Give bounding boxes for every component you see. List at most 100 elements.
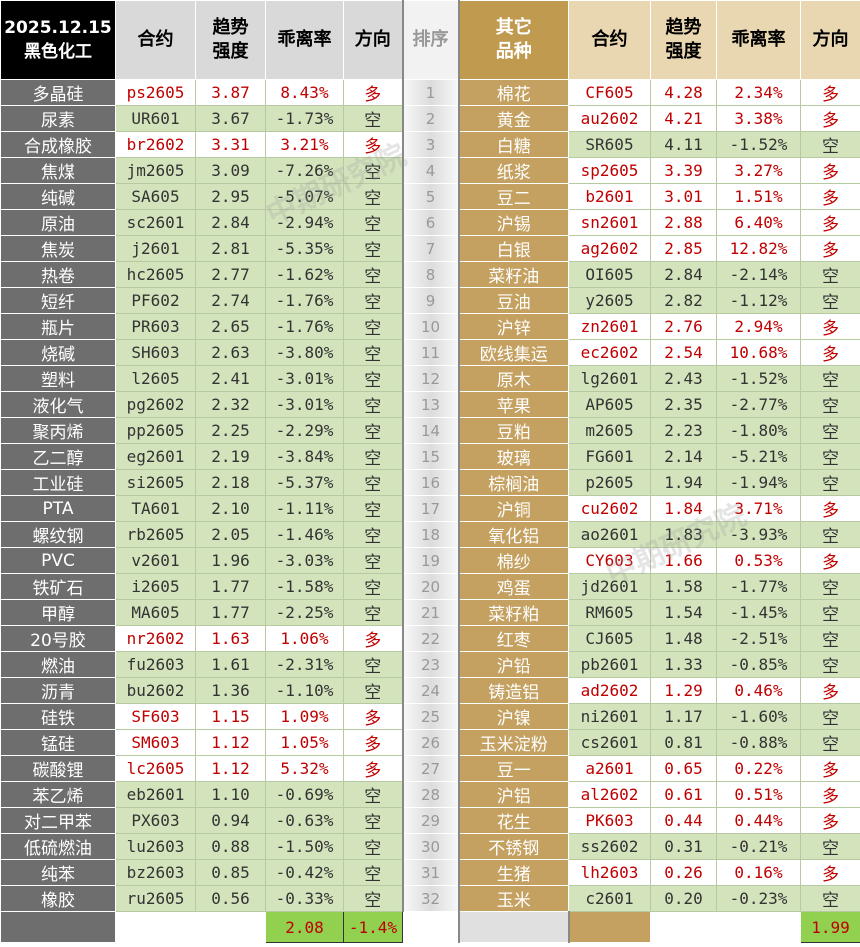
cell: -1.80%	[716, 417, 801, 444]
rank-cell: 7	[401, 235, 460, 262]
row: 锰硅 SM603 1.12 1.05% 多 26 玉米淀粉 cs2601 0.81 -0.88% 空	[0, 729, 860, 756]
cell: ss2602	[568, 833, 651, 860]
cell: 2.14	[650, 443, 717, 470]
name-cell: 聚丙烯	[0, 417, 116, 444]
cell: 1.12	[195, 729, 266, 756]
row: 低硫燃油 lu2603 0.88 -1.50% 空 30 不锈钢 ss2602 0.31 -0.2…	[0, 833, 860, 860]
cell: -1.50%	[265, 833, 344, 860]
footer-cell	[0, 911, 116, 943]
cell: -1.94%	[716, 469, 801, 496]
cell: -0.21%	[716, 833, 801, 860]
row: 塑料 l2605 2.41 -3.01% 空 12 原木 lg2601 2.43 -1.52% 空	[0, 365, 860, 392]
cell: PF602	[115, 287, 196, 314]
rank-cell: 27	[401, 755, 460, 782]
cell: 3.27%	[716, 157, 801, 184]
cell: 3.31	[195, 131, 266, 158]
footer-cell	[195, 911, 266, 943]
cell: UR601	[115, 105, 196, 132]
cell: 1.51%	[716, 183, 801, 210]
cell: 空	[800, 703, 860, 730]
name-cell: 多晶硅	[0, 79, 116, 106]
name-cell: 原木	[458, 365, 569, 392]
rank-cell: 18	[401, 521, 460, 548]
group-title: 2025.12.15 黑色化工	[0, 0, 116, 80]
cell: 空	[343, 287, 403, 314]
cell: 0.31	[650, 833, 717, 860]
header-cell: 趋势 强度	[650, 0, 717, 80]
name-cell: 纸浆	[458, 157, 569, 184]
cell: CF605	[568, 79, 651, 106]
rank-cell: 15	[401, 443, 460, 470]
cell: 2.34%	[716, 79, 801, 106]
name-cell: 豆二	[458, 183, 569, 210]
cell: 1.77	[195, 599, 266, 626]
cell: -2.31%	[265, 651, 344, 678]
name-cell: 菜籽油	[458, 261, 569, 288]
cell: c2601	[568, 885, 651, 912]
cell: 3.01	[650, 183, 717, 210]
row: PTA TA601 2.10 -1.11% 空 17 沪铜 cu2602 1.84 3.71% 多	[0, 495, 860, 522]
rank-cell: 20	[401, 573, 460, 600]
cell: 多	[343, 703, 403, 730]
name-cell: 沪锡	[458, 209, 569, 236]
name-cell: 热卷	[0, 261, 116, 288]
cell: eg2601	[115, 443, 196, 470]
name-cell: 甲醇	[0, 599, 116, 626]
row: 短纤 PF602 2.74 -1.76% 空 9 豆油 y2605 2.82 -1.12% 空	[0, 287, 860, 314]
cell: 空	[800, 885, 860, 912]
row: 碳酸锂 lc2605 1.12 5.32% 多 27 豆一 a2601 0.65 0.22% 多	[0, 755, 860, 782]
name-cell: 烧碱	[0, 339, 116, 366]
row: 聚丙烯 pp2605 2.25 -2.29% 空 14 豆粕 m2605 2.23 -1.80% 空	[0, 417, 860, 444]
cell: l2605	[115, 365, 196, 392]
name-cell: 纯碱	[0, 183, 116, 210]
cell: 空	[800, 391, 860, 418]
cell: SH603	[115, 339, 196, 366]
cell: 0.61	[650, 781, 717, 808]
rank-cell: 21	[401, 599, 460, 626]
cell: 3.09	[195, 157, 266, 184]
name-cell: 生猪	[458, 859, 569, 886]
cell: 空	[800, 833, 860, 860]
name-cell: 红枣	[458, 625, 569, 652]
row: 2.08-1.4%1.990.6%	[0, 911, 860, 943]
name-cell: 铁矿石	[0, 573, 116, 600]
name-cell: 沪铅	[458, 651, 569, 678]
cell: -3.93%	[716, 521, 801, 548]
cell: cu2602	[568, 495, 651, 522]
cell: 0.44%	[716, 807, 801, 834]
name-cell: 鸡蛋	[458, 573, 569, 600]
cell: 10.68%	[716, 339, 801, 366]
cell: 6.40%	[716, 209, 801, 236]
cell: PX603	[115, 807, 196, 834]
cell: 0.44	[650, 807, 717, 834]
cell: -0.33%	[265, 885, 344, 912]
cell: sc2601	[115, 209, 196, 236]
cell: PR603	[115, 313, 196, 340]
cell: 空	[343, 469, 403, 496]
rank-cell: 4	[401, 157, 460, 184]
name-cell: 豆油	[458, 287, 569, 314]
name-cell: 沪铜	[458, 495, 569, 522]
cell: 空	[343, 495, 403, 522]
name-cell: PVC	[0, 547, 116, 574]
row: 硅铁 SF603 1.15 1.09% 多 25 沪镍 ni2601 1.17 -1.60% 空	[0, 703, 860, 730]
cell: -3.03%	[265, 547, 344, 574]
cell: 0.65	[650, 755, 717, 782]
cell: 多	[800, 105, 860, 132]
name-cell: 花生	[458, 807, 569, 834]
cell: 空	[343, 781, 403, 808]
cell: m2605	[568, 417, 651, 444]
cell: 2.23	[650, 417, 717, 444]
cell: 3.67	[195, 105, 266, 132]
cell: pg2602	[115, 391, 196, 418]
cell: i2605	[115, 573, 196, 600]
cell: 2.05	[195, 521, 266, 548]
cell: 2.84	[195, 209, 266, 236]
name-cell: 沪锌	[458, 313, 569, 340]
cell: 2.84	[650, 261, 717, 288]
cell: -1.52%	[716, 365, 801, 392]
cell: 2.19	[195, 443, 266, 470]
cell: sp2605	[568, 157, 651, 184]
row: 瓶片 PR603 2.65 -1.76% 空 10 沪锌 zn2601 2.76 2.94% 多	[0, 313, 860, 340]
